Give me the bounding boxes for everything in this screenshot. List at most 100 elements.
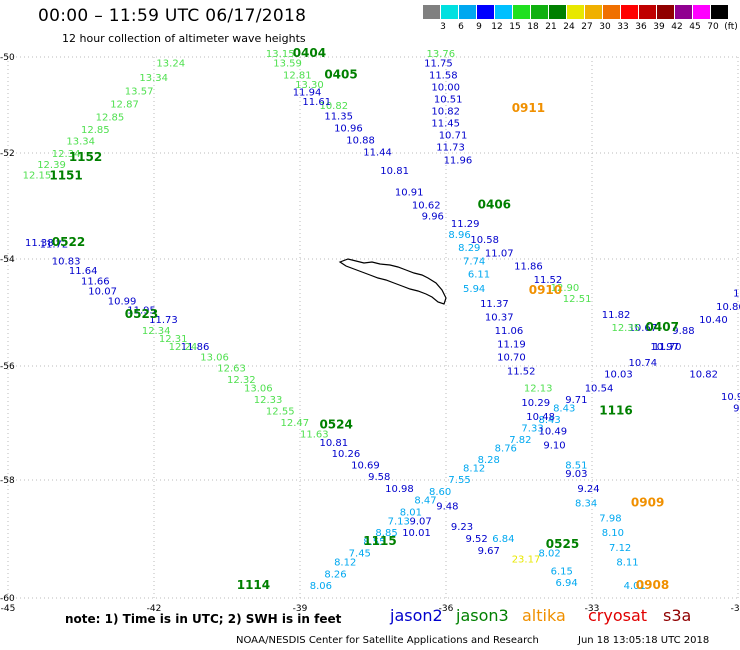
swh-value: 8.85 (375, 528, 397, 539)
swh-value: 13.59 (273, 59, 302, 70)
lat-tick-label: -58 (0, 476, 15, 486)
footer-note: note: 1) Time is in UTC; 2) SWH is in fe… (65, 612, 342, 626)
pass-time-label: 0910 (529, 283, 562, 297)
swh-value: 10.86 (716, 302, 740, 313)
scale-label: 21 (545, 22, 557, 32)
scale-swatch (423, 5, 440, 19)
swh-value: 7.12 (609, 543, 631, 554)
swh-value: 9.24 (577, 484, 599, 495)
swh-value: 9.07 (410, 516, 432, 527)
swh-value: 13.30 (295, 80, 324, 91)
pass-time-label: 0908 (636, 578, 669, 592)
swh-value: 6.94 (556, 578, 578, 589)
swh-value: 8.47 (414, 496, 436, 507)
swh-value: 10.69 (351, 461, 380, 472)
swh-value: 12.55 (266, 406, 295, 417)
lat-tick-label: -56 (0, 362, 15, 372)
swh-value: 8.34 (575, 499, 597, 510)
swh-value: 13.06 (200, 353, 229, 364)
swh-value: 10.97 (650, 342, 679, 353)
swh-value: 10.96 (334, 123, 363, 134)
scale-swatch (531, 5, 548, 19)
swh-value: 10.26 (332, 449, 361, 460)
scale-label: 15 (509, 22, 521, 32)
lon-tick-label: -33 (585, 604, 600, 614)
swh-value: 12.35 (611, 323, 640, 334)
swh-value: 11.94 (293, 87, 322, 98)
swh-value: 7.98 (599, 513, 621, 524)
swh-value: 10.29 (521, 398, 550, 409)
swh-value: 9.58 (368, 472, 390, 483)
swh-value: 11.4 (733, 288, 740, 299)
scale-swatch (477, 5, 494, 19)
swh-value: 11.63 (300, 429, 329, 440)
swh-value: 10.00 (431, 83, 460, 94)
lon-tick-label: -30 (731, 604, 740, 614)
scale-swatch (639, 5, 656, 19)
swh-value: 8.55 (363, 537, 385, 548)
scale-label: 6 (458, 22, 464, 32)
scale-label: 36 (635, 22, 647, 32)
swh-value: 10.98 (385, 484, 414, 495)
swh-value: 8.02 (538, 549, 560, 560)
swh-value: 8.29 (458, 243, 480, 254)
swh-value: 8.43 (538, 415, 560, 426)
swh-value: 10.82 (689, 369, 718, 380)
swh-value: 11.86 (181, 342, 210, 353)
axis-labels: -50 -52 -54 -56 -58 -60-45 -42 -39 -36 -33 -30 (0, 53, 740, 614)
pass-time-label: 1116 (599, 403, 632, 417)
swh-value: 8.12 (463, 463, 485, 474)
swh-value: 13.57 (125, 86, 154, 97)
swh-value: 11.82 (602, 310, 631, 321)
swh-value: 10.49 (538, 426, 567, 437)
swh-value: 11.73 (149, 315, 178, 326)
satellite-legend-item: jason3 (456, 606, 509, 625)
track-points: 12.1512.3912.3413.3412.8512.8512.8713.57… (23, 49, 740, 592)
scale-swatch (603, 5, 620, 19)
swh-value: 12.39 (37, 160, 66, 171)
swh-value: 8.12 (334, 558, 356, 569)
pass-time-label: 1114 (237, 578, 270, 592)
swh-value: 12.47 (281, 418, 310, 429)
swh-value: 11.86 (514, 262, 543, 273)
swh-value: 7.55 (448, 475, 470, 486)
swh-value: 10.58 (470, 235, 499, 246)
swh-value: 11.06 (495, 326, 524, 337)
scale-swatch (675, 5, 692, 19)
swh-value: 5.94 (463, 284, 485, 295)
swh-value: 11.58 (429, 71, 458, 82)
scale-label: (ft) (724, 22, 738, 32)
lon-tick-label: -36 (439, 604, 454, 614)
generated-timestamp: Jun 18 13:05:18 UTC 2018 (578, 635, 710, 646)
scale-swatch (657, 5, 674, 19)
satellite-legend-item: s3a (663, 606, 692, 625)
swh-value: 8.10 (602, 528, 624, 539)
swh-value: 7.45 (349, 549, 371, 560)
swh-value: 6.15 (551, 566, 573, 577)
swh-value: 11.45 (431, 119, 460, 130)
swh-value: 9.96 (422, 211, 444, 222)
swh-value: 10.54 (585, 384, 614, 395)
scale-label: 12 (491, 22, 503, 32)
scale-label: 24 (563, 22, 575, 32)
swh-value: 7.74 (463, 256, 485, 267)
scale-label: 9 (476, 22, 482, 32)
swh-value: 7.33 (521, 424, 543, 435)
pass-time-label: 0406 (478, 198, 511, 212)
swh-value: 10.92 (721, 392, 740, 403)
scale-swatch (459, 5, 476, 19)
swh-value: 8.51 (565, 461, 587, 472)
scale-swatch (441, 5, 458, 19)
swh-value: 8.26 (324, 569, 346, 580)
scale-label: 3 (440, 22, 446, 32)
swh-value: 11.35 (324, 111, 353, 122)
pass-time-label: 0522 (52, 235, 85, 249)
swh-value: 8.01 (400, 507, 422, 518)
swh-value: 4.01 (624, 581, 646, 592)
swh-value: 11.70 (653, 342, 682, 353)
swh-value: 7.13 (388, 516, 410, 527)
satellite-legend-item: jason2 (390, 606, 443, 625)
swh-value: 11.75 (424, 59, 453, 70)
swh-value: 12.33 (254, 395, 283, 406)
